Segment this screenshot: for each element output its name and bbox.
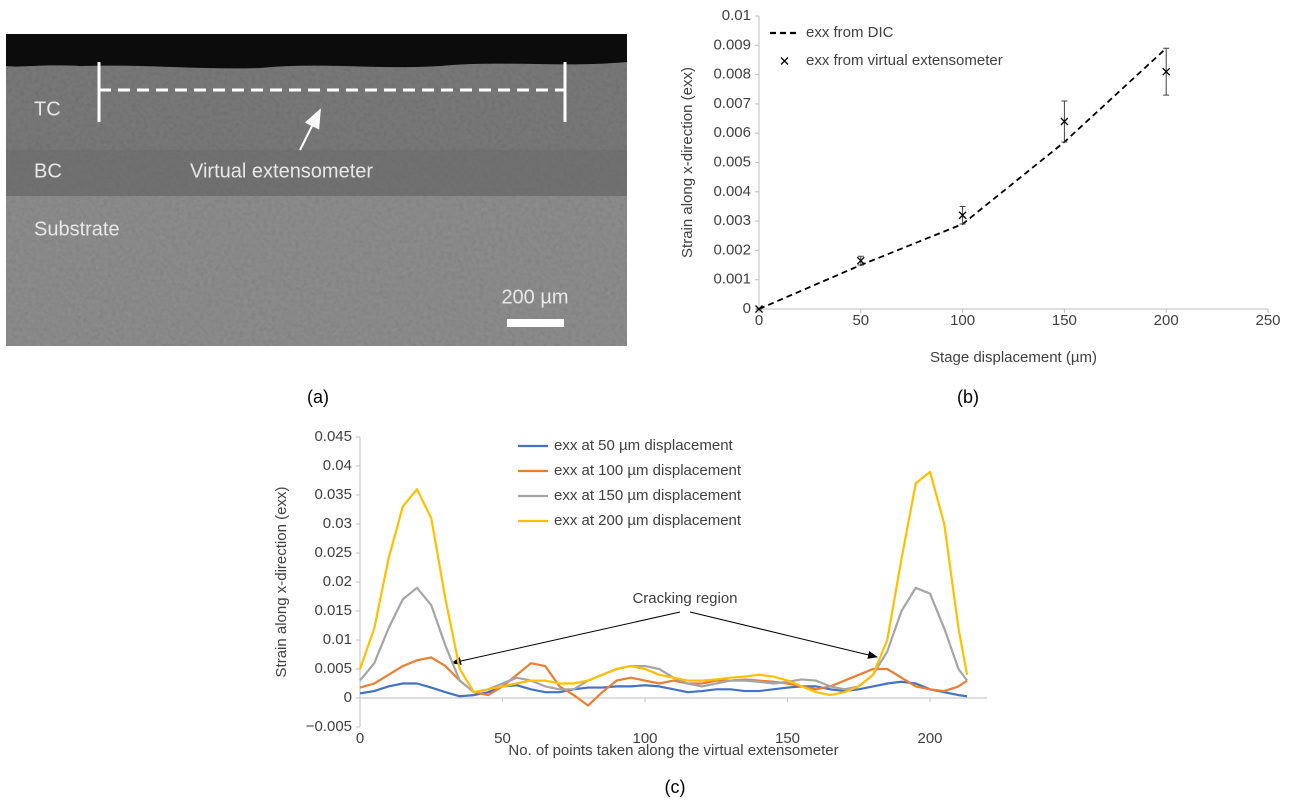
- x-tick-label: 150: [1052, 312, 1077, 329]
- x-tick-label: 250: [1255, 312, 1280, 329]
- series-line: [359, 680, 968, 698]
- y-tick-label: 0.03: [323, 515, 352, 532]
- series-line: [758, 47, 1167, 310]
- y-tick-label: 0.01: [323, 631, 352, 648]
- y-tick-label: 0.001: [713, 271, 751, 288]
- legend-marker: [780, 57, 789, 65]
- extensometer-label: Virtual extensometer: [190, 160, 373, 182]
- y-tick-label: 0.045: [314, 428, 352, 445]
- x-tick-label: 100: [632, 730, 657, 747]
- panel-label: (c): [665, 777, 686, 797]
- y-tick-label: 0.005: [713, 153, 751, 170]
- x-axis-title: No. of points taken along the virtual ex…: [508, 742, 838, 759]
- y-tick-label: 0.035: [314, 486, 352, 503]
- y-tick-label: 0.007: [713, 95, 751, 112]
- y-tick-label: 0.008: [713, 66, 751, 83]
- legend-label: exx at 100 µm displacement: [554, 462, 742, 479]
- x-tick-label: 100: [950, 312, 975, 329]
- y-tick-label: 0.004: [713, 183, 751, 200]
- annotation: Cracking region: [632, 590, 737, 607]
- marker: [1162, 67, 1171, 76]
- x-tick-label: 50: [494, 730, 511, 747]
- y-tick-label: 0: [344, 689, 352, 706]
- annotation-arrow: [689, 611, 878, 659]
- y-tick-label: 0.002: [713, 241, 751, 258]
- y-tick-label: 0.003: [713, 212, 751, 229]
- legend-label: exx from DIC: [806, 24, 894, 41]
- panel-label: (a): [307, 387, 329, 407]
- micrograph: TC BC Substrate Virtual extensometer 200…: [6, 34, 627, 346]
- marker: [1060, 117, 1069, 126]
- marker: [856, 256, 865, 265]
- annotation-arrow: [451, 611, 681, 665]
- x-tick-label: 0: [356, 730, 364, 747]
- y-tick-label: 0: [743, 300, 751, 317]
- legend-label: exx from virtual extensometer: [806, 52, 1003, 69]
- x-tick-label: 200: [1154, 312, 1179, 329]
- y-tick-label: 0.025: [314, 544, 352, 561]
- y-tick-label: 0.015: [314, 602, 352, 619]
- y-tick-label: 0.01: [722, 7, 751, 24]
- layer-label: Substrate: [34, 218, 120, 240]
- layer-label: TC: [34, 98, 61, 120]
- y-tick-label: −0.005: [306, 718, 352, 735]
- x-axis-title: Stage displacement (µm): [930, 349, 1097, 366]
- x-tick-label: 150: [775, 730, 800, 747]
- y-tick-label: 0.005: [314, 660, 352, 677]
- y-axis-title: Strain along x-direction (exx): [273, 487, 290, 678]
- series-line: [358, 470, 969, 697]
- marker: [755, 305, 763, 313]
- legend-label: exx at 200 µm displacement: [554, 512, 742, 529]
- legend-label: exx at 150 µm displacement: [554, 487, 742, 504]
- y-axis-title: Strain along x-direction (exx): [679, 67, 696, 258]
- y-tick-label: 0.009: [713, 36, 751, 53]
- x-tick-label: 200: [917, 730, 942, 747]
- y-tick-label: 0.02: [323, 573, 352, 590]
- y-tick-label: 0.006: [713, 124, 751, 141]
- x-tick-label: 50: [852, 312, 869, 329]
- legend-label: exx at 50 µm displacement: [554, 437, 734, 454]
- scale-bar-label: 200 µm: [501, 286, 568, 308]
- marker: [958, 211, 967, 220]
- x-tick-label: 0: [755, 312, 763, 329]
- y-tick-label: 0.04: [323, 457, 352, 474]
- layer-label: BC: [34, 160, 62, 182]
- panel-label: (b): [957, 387, 979, 407]
